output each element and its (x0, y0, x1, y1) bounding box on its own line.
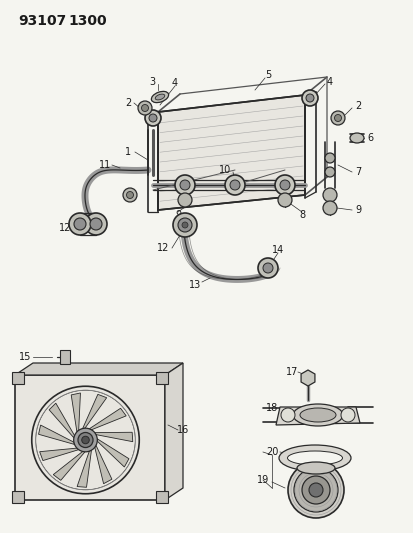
Circle shape (280, 408, 294, 422)
Bar (12, 372, 24, 384)
Circle shape (224, 175, 244, 195)
Circle shape (175, 175, 195, 195)
Ellipse shape (292, 404, 342, 426)
Circle shape (90, 218, 102, 230)
Circle shape (126, 191, 133, 198)
Circle shape (277, 193, 291, 207)
Circle shape (123, 188, 137, 202)
Text: 15: 15 (19, 352, 32, 362)
Circle shape (141, 104, 148, 111)
Polygon shape (38, 425, 74, 445)
Bar (156, 491, 168, 503)
Text: 1: 1 (125, 147, 131, 157)
Circle shape (324, 153, 334, 163)
Circle shape (308, 483, 322, 497)
Text: 5: 5 (264, 70, 271, 80)
Circle shape (262, 263, 272, 273)
Circle shape (182, 222, 188, 228)
Circle shape (301, 90, 317, 106)
Text: 9: 9 (175, 210, 180, 220)
Polygon shape (83, 394, 107, 429)
Ellipse shape (349, 133, 363, 143)
Polygon shape (40, 448, 78, 461)
Bar (15, 375, 165, 500)
Bar (12, 491, 24, 503)
Circle shape (85, 213, 107, 235)
Text: 19: 19 (256, 475, 268, 485)
Text: 16: 16 (176, 425, 189, 435)
Ellipse shape (296, 462, 334, 474)
Text: 17: 17 (285, 367, 297, 377)
Polygon shape (53, 451, 85, 480)
Text: 2: 2 (125, 98, 131, 108)
Polygon shape (15, 363, 183, 375)
Text: 6: 6 (366, 133, 372, 143)
Circle shape (274, 175, 294, 195)
Circle shape (305, 94, 313, 102)
Circle shape (324, 167, 334, 177)
Circle shape (279, 180, 289, 190)
Ellipse shape (299, 408, 335, 422)
Polygon shape (158, 95, 304, 210)
Polygon shape (71, 393, 80, 432)
Polygon shape (95, 432, 133, 442)
Circle shape (322, 201, 336, 215)
Bar (60, 350, 70, 364)
Circle shape (145, 110, 161, 126)
Polygon shape (95, 446, 112, 484)
Text: 3: 3 (149, 77, 155, 87)
Text: 4: 4 (326, 77, 332, 87)
Text: 11: 11 (99, 160, 111, 170)
Ellipse shape (287, 451, 342, 465)
Circle shape (257, 258, 277, 278)
Bar (156, 372, 168, 384)
Text: 93107: 93107 (18, 14, 66, 28)
Text: 1300: 1300 (68, 14, 107, 28)
Text: 12: 12 (157, 243, 169, 253)
Text: 4: 4 (171, 78, 178, 88)
Polygon shape (97, 439, 128, 467)
Text: 18: 18 (265, 403, 278, 413)
Text: 14: 14 (271, 245, 283, 255)
Circle shape (69, 213, 91, 235)
Circle shape (330, 111, 344, 125)
Text: 8: 8 (298, 210, 304, 220)
Circle shape (81, 436, 89, 444)
Polygon shape (300, 370, 314, 386)
Circle shape (180, 180, 190, 190)
Ellipse shape (155, 94, 164, 100)
Text: 9: 9 (354, 205, 360, 215)
Circle shape (74, 428, 97, 452)
Text: 10: 10 (218, 165, 230, 175)
Polygon shape (165, 363, 183, 500)
Text: 12: 12 (59, 223, 71, 233)
Polygon shape (49, 403, 74, 438)
Circle shape (340, 408, 354, 422)
Circle shape (173, 213, 197, 237)
Circle shape (230, 180, 240, 190)
Text: 2: 2 (354, 101, 360, 111)
Circle shape (322, 188, 336, 202)
Circle shape (301, 476, 329, 504)
Circle shape (149, 114, 157, 122)
Circle shape (334, 115, 341, 122)
Ellipse shape (151, 91, 168, 103)
Polygon shape (275, 407, 359, 425)
Circle shape (178, 193, 192, 207)
Text: 20: 20 (265, 447, 278, 457)
Circle shape (74, 218, 86, 230)
Text: 7: 7 (354, 167, 360, 177)
Circle shape (138, 101, 152, 115)
Ellipse shape (278, 445, 350, 471)
Polygon shape (89, 408, 126, 430)
Circle shape (293, 468, 337, 512)
Circle shape (178, 218, 192, 232)
Circle shape (78, 432, 93, 448)
Polygon shape (77, 450, 91, 487)
Circle shape (287, 462, 343, 518)
Text: 13: 13 (188, 280, 201, 290)
